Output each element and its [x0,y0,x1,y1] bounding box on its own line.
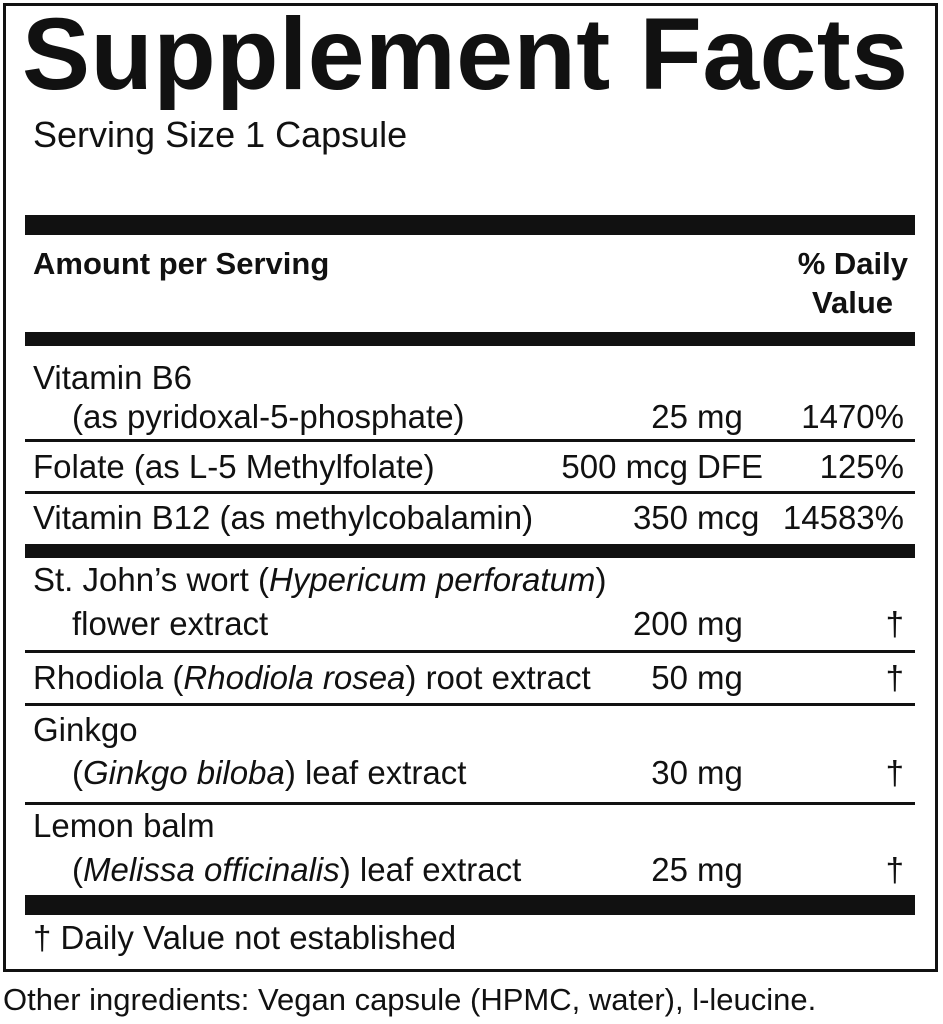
divider-thick [25,544,915,558]
daily-value: † [885,851,904,888]
label-text: ) leaf extract [284,754,467,791]
amount-value: 500 mcg [561,448,688,485]
daily-value: † [885,659,904,696]
label-text: ( [72,754,83,791]
amount-unit: mg [697,659,743,696]
daily-value: † [885,754,904,791]
footnote: † Daily Value not established [33,919,457,956]
label-text: Ginkgo [33,711,138,748]
amount-value: 25 [651,398,688,435]
nutrient-label-line1: Folate (as L-5 Methylfolate) [33,449,435,485]
amount-value: 350 [632,499,688,536]
amount-value: 30 [651,754,688,791]
row-divider [25,650,915,653]
divider-thick [25,215,915,235]
daily-value: 14583% [782,499,904,536]
panel-title: Supplement Facts [22,0,909,111]
nutrient-label-line2: flower extract [72,606,268,642]
nutrient-label-line1: Vitamin B6 [33,360,192,396]
divider-thick [25,332,915,346]
other-ingredients: Other ingredients: Vegan capsule (HPMC, … [3,982,817,1017]
latin-name: Melissa officinalis [83,851,340,888]
label-text: Folate (as L-5 Methylfolate) [33,448,435,485]
supplement-facts-panel [3,3,938,972]
nutrient-label-line1: Ginkgo [33,712,138,748]
row-divider [25,703,915,706]
label-text: Vitamin B12 (as methylcobalamin) [33,499,534,536]
latin-name: Rhodiola rosea [183,659,406,696]
amount-unit: mg [697,851,743,888]
serving-size: Serving Size 1 Capsule [33,114,408,155]
amount-value: 50 [651,659,688,696]
amount-unit: mg [697,605,743,642]
daily-value-header-line1: % Daily [797,246,908,281]
label-text: ) [595,561,607,598]
row-divider [25,439,915,442]
label-text: ( [72,851,83,888]
amount-unit: mg [697,754,743,791]
amount-unit: mcg [697,499,760,536]
daily-value: 1470% [801,398,904,435]
nutrient-label-line1: Rhodiola (Rhodiola rosea) root extract [33,660,591,696]
daily-value: † [885,605,904,642]
divider-thick [25,895,915,915]
amount-unit: DFE [697,448,763,485]
nutrient-label-line2: (Ginkgo biloba) leaf extract [72,755,466,791]
nutrient-label-line1: St. John’s wort (Hypericum perforatum) [33,562,606,598]
latin-name: Hypericum perforatum [268,561,596,598]
daily-value-header-line2: Value [812,285,893,320]
daily-value: 125% [819,448,904,485]
label-text: St. John’s wort ( [33,561,269,598]
amount-value: 200 [632,605,688,642]
latin-name: Ginkgo biloba [83,754,285,791]
row-divider [25,802,915,805]
label-text: Rhodiola ( [33,659,184,696]
label-text: ) leaf extract [339,851,522,888]
label-text: Vitamin B6 [33,359,192,396]
nutrient-label-line2: (Melissa officinalis) leaf extract [72,852,521,888]
amount-per-serving-header: Amount per Serving [33,246,330,281]
amount-unit: mg [697,398,743,435]
nutrient-label-line2: (as pyridoxal-5-phosphate) [72,399,465,435]
row-divider [25,491,915,494]
amount-value: 25 [651,851,688,888]
nutrient-label-line1: Vitamin B12 (as methylcobalamin) [33,500,533,536]
label-text: ) root extract [405,659,591,696]
label-text: Lemon balm [33,807,215,844]
label-text: (as pyridoxal-5-phosphate) [72,398,465,435]
nutrient-label-line1: Lemon balm [33,808,215,844]
label-text: flower extract [72,605,269,642]
